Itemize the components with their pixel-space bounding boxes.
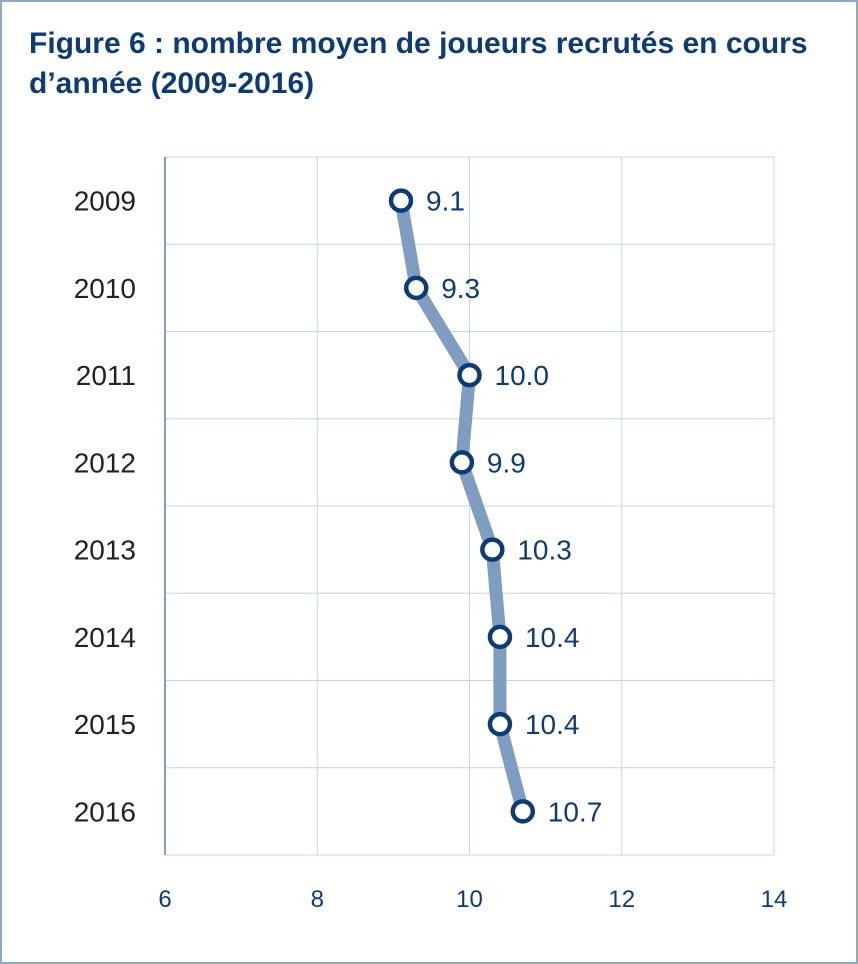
- data-point-marker: [403, 275, 429, 301]
- data-point-marker: [510, 799, 536, 824]
- y-category-label: 2015: [74, 709, 136, 740]
- data-point-marker: [449, 450, 475, 475]
- x-tick-label: 6: [158, 886, 171, 913]
- data-point-marker: [487, 624, 513, 650]
- data-value-label: 10.3: [517, 535, 572, 566]
- x-tick-label: 12: [608, 886, 635, 913]
- y-category-label: 2009: [74, 186, 136, 217]
- x-tick-label: 14: [761, 886, 788, 913]
- y-category-label: 2013: [74, 535, 136, 566]
- data-value-label: 10.4: [525, 709, 580, 740]
- y-category-label: 2016: [74, 796, 136, 827]
- y-category-label: 2012: [74, 447, 136, 478]
- y-category-label: 2010: [74, 273, 136, 304]
- data-value-label: 9.3: [441, 273, 480, 304]
- data-point-marker: [388, 188, 414, 213]
- x-tick-label: 8: [311, 886, 324, 913]
- data-value-label: 10.4: [525, 622, 580, 653]
- chart-title: Figure 6 : nombre moyen de joueurs recru…: [29, 27, 808, 100]
- data-point-marker: [480, 537, 505, 562]
- y-category-label: 2011: [76, 360, 136, 391]
- y-category-label: 2014: [74, 622, 136, 653]
- data-value-label: 9.9: [487, 447, 526, 478]
- data-point-marker: [487, 711, 513, 737]
- data-value-label: 10.0: [495, 360, 550, 391]
- data-point-marker: [457, 362, 482, 388]
- data-line: [394, 194, 530, 818]
- x-tick-label: 10: [456, 886, 483, 913]
- data-value-label: 9.1: [426, 186, 465, 217]
- data-value-label: 10.7: [548, 796, 603, 827]
